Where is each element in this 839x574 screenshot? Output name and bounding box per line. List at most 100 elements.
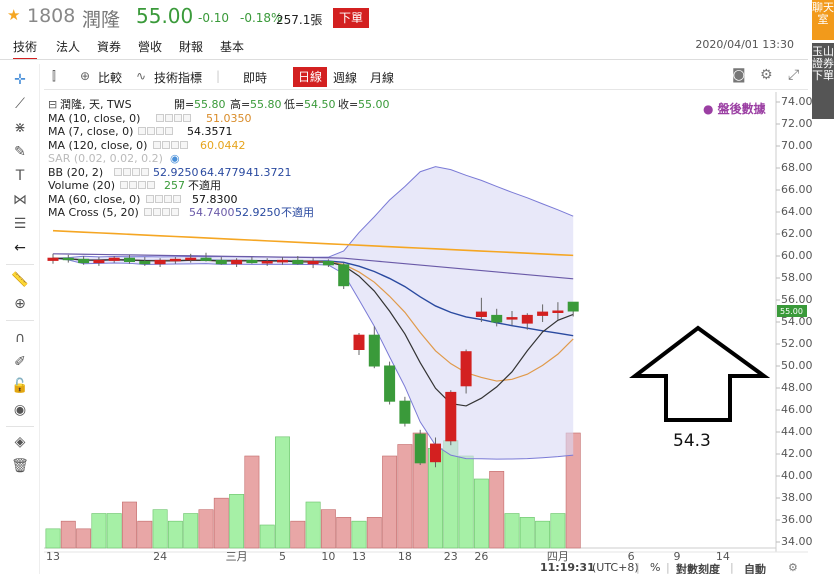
time-tick-label: 10 xyxy=(321,550,335,563)
camera-icon[interactable]: ◙ xyxy=(732,67,746,83)
gear-icon[interactable]: ⚙ xyxy=(760,67,773,83)
legend-bb-value-2: 64.4779 xyxy=(200,165,246,179)
brush-icon[interactable]: ✎ xyxy=(14,144,26,160)
candle-body xyxy=(384,365,396,402)
header-divider xyxy=(0,59,808,60)
prediction-tool-icon[interactable]: ☰ xyxy=(13,216,27,232)
price-change-pct: -0.18% xyxy=(240,11,283,25)
trash-icon[interactable]: 🗑 xyxy=(11,458,29,474)
tab-revenue[interactable]: 營收 xyxy=(138,40,163,54)
eye-icon[interactable]: ◉ xyxy=(13,402,27,418)
layers-icon[interactable]: ◈ xyxy=(14,434,26,450)
tab-margin[interactable]: 資券 xyxy=(97,40,122,54)
stay-in-draw-icon[interactable]: ✐ xyxy=(14,354,26,370)
order-button[interactable]: 下單 xyxy=(333,8,369,28)
toolbar-divider xyxy=(6,426,34,427)
ruler-icon[interactable]: 📏 xyxy=(11,272,29,288)
last-price-tag xyxy=(777,305,807,317)
legend-ma120-label[interactable]: MA (120, close, 0) xyxy=(48,138,148,152)
chart-toolbar: ⫿ ⊕ 比較 ∿ 技術指標 | 即時 日線 週線 月線 ◙ ⚙ ⤢ xyxy=(44,64,808,90)
candle-body xyxy=(338,264,350,287)
legend-collapse-icon[interactable]: ⊟ xyxy=(48,98,58,111)
candle-body xyxy=(154,259,166,265)
legend-sar-eye-icon[interactable]: ◉ xyxy=(170,152,180,165)
legend-ma10-controls[interactable] xyxy=(156,112,192,126)
stock-code: 1808 xyxy=(27,5,76,27)
candle-body xyxy=(506,317,518,320)
status-timezone[interactable]: (UTC+8) xyxy=(592,561,639,574)
time-tick-label: 18 xyxy=(398,550,412,563)
pattern-tool-icon[interactable]: ⋈ xyxy=(13,192,27,208)
legend-volume-label[interactable]: Volume (20) xyxy=(48,179,115,192)
price-tick-label: 40.00 xyxy=(781,469,813,482)
volume-bar xyxy=(504,513,520,549)
lock-icon[interactable]: 🔓 xyxy=(11,378,29,394)
monthly-button[interactable]: 月線 xyxy=(370,71,395,85)
tab-financials[interactable]: 財報 xyxy=(179,40,204,54)
volume-bar xyxy=(550,513,566,549)
legend-ma10-label[interactable]: MA (10, close, 0) xyxy=(48,111,141,125)
broker-order-button[interactable]: 玉山證券下單 xyxy=(812,43,834,119)
volume-bar xyxy=(106,513,122,549)
candle-body xyxy=(414,433,426,464)
price-tick-label: 68.00 xyxy=(781,161,813,174)
intraday-button[interactable]: 即時 xyxy=(243,71,268,85)
indicators-button[interactable]: 技術指標 xyxy=(154,71,203,85)
volume-bar xyxy=(458,455,474,549)
legend-ma120-value: 60.0442 xyxy=(200,138,246,152)
ma60-line xyxy=(52,253,574,280)
log-scale-toggle[interactable]: 對數刻度 xyxy=(676,563,720,574)
volume-bar xyxy=(275,436,290,549)
zoom-in-icon[interactable]: ⊕ xyxy=(14,296,26,312)
candle-type-icon[interactable]: ⫿ xyxy=(52,69,56,83)
candle-body xyxy=(368,334,380,367)
magnet-icon[interactable]: ∩ xyxy=(14,330,26,346)
chat-room-button[interactable]: 聊天室 xyxy=(812,0,834,40)
auto-scale-toggle[interactable]: 自動 xyxy=(744,563,766,574)
scale-settings-icon[interactable]: ⚙ xyxy=(788,561,798,574)
text-tool-icon[interactable]: T xyxy=(15,168,25,184)
fib-tool-icon[interactable]: ⋇ xyxy=(14,120,26,136)
legend-volume-controls[interactable] xyxy=(120,179,156,193)
legend-low: 54.50 xyxy=(304,98,336,111)
candle-body xyxy=(185,257,197,261)
favorite-star-icon[interactable]: ★ xyxy=(7,6,21,24)
legend-bb-value-1: 52.9250 xyxy=(153,165,199,179)
legend-high-label: 高= xyxy=(230,98,251,111)
legend-ma60-controls[interactable] xyxy=(146,193,182,207)
time-tick-label: 5 xyxy=(279,550,286,563)
percent-toggle[interactable]: % xyxy=(650,561,661,574)
price-tick-label: 58.00 xyxy=(781,271,813,284)
crosshair-icon[interactable]: ✛ xyxy=(14,72,26,88)
main-tabs: 技術 法人 資券 營收 財報 基本 2020/04/01 13:30 xyxy=(0,36,808,60)
daily-button[interactable]: 日線 xyxy=(293,67,327,87)
candle-body xyxy=(307,261,319,265)
candle-body xyxy=(445,391,457,442)
legend-ma7-label[interactable]: MA (7, close, 0) xyxy=(48,125,134,138)
legend-bb-label[interactable]: BB (20, 2) xyxy=(48,165,104,179)
compare-button[interactable]: 比較 xyxy=(98,71,123,85)
trendline-icon[interactable]: ⟋ xyxy=(15,96,25,112)
arrow-left-icon[interactable]: ← xyxy=(14,240,26,256)
legend-ma60-label[interactable]: MA (60, close, 0) xyxy=(48,192,141,206)
tab-institutional[interactable]: 法人 xyxy=(56,40,81,54)
price-tick-label: 66.00 xyxy=(781,183,813,196)
price-tick-label: 34.00 xyxy=(781,535,813,548)
legend-ma120-controls[interactable] xyxy=(153,139,189,153)
legend-sar-label[interactable]: SAR (0.02, 0.02, 0.2) xyxy=(48,152,163,165)
legend-open-label: 開= xyxy=(174,98,195,111)
weekly-button[interactable]: 週線 xyxy=(333,71,358,85)
quote-header: ★ 1808 潤隆 55.00 -0.10 -0.18% 257.1張 下單 xyxy=(0,0,808,36)
legend-macross-label[interactable]: MA Cross (5, 20) xyxy=(48,206,139,219)
compare-icon: ⊕ xyxy=(80,69,91,83)
price-tick-label: 36.00 xyxy=(781,513,813,526)
legend-bb-controls[interactable] xyxy=(114,166,150,180)
legend-ma7-controls[interactable] xyxy=(138,125,174,139)
tab-basic[interactable]: 基本 xyxy=(220,40,245,54)
fullscreen-icon[interactable]: ⤢ xyxy=(788,67,800,83)
after-hours-toggle[interactable]: ● 盤後數據 xyxy=(703,102,766,116)
legend-macross-controls[interactable] xyxy=(144,206,180,220)
volume-bar xyxy=(366,517,382,549)
candle-body xyxy=(215,259,227,265)
